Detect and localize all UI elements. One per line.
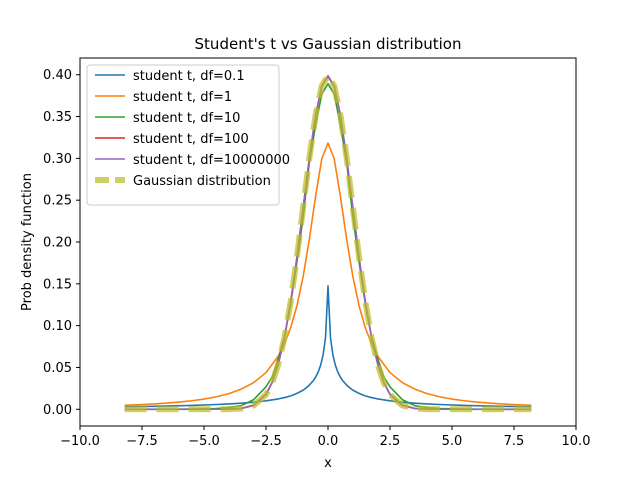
x-tick-label: 0.0: [318, 434, 339, 449]
legend-label: student t, df=10000000: [133, 153, 290, 168]
plot-frame: [79, 57, 577, 427]
chart-title: Student's t vs Gaussian distribution: [195, 35, 462, 53]
y-tick-label: 0.40: [43, 68, 72, 83]
series-line-0: [124, 284, 532, 408]
x-tick-label: 7.5: [504, 434, 525, 449]
series-line-5: [124, 72, 532, 413]
x-tick-label: 2.5: [380, 434, 401, 449]
y-tick-label: 0.30: [43, 152, 72, 167]
legend-label: student t, df=0.1: [133, 69, 245, 84]
legend-label: student t, df=1: [133, 90, 232, 105]
y-tick-label: 0.05: [43, 361, 72, 376]
x-tick-label: −5.0: [188, 434, 220, 449]
x-tick-label: −2.5: [250, 434, 282, 449]
y-tick-label: 0.25: [43, 194, 72, 209]
y-tick-label: 0.10: [43, 319, 72, 334]
x-tick-label: 10.0: [562, 434, 591, 449]
y-tick-label: 0.15: [43, 277, 72, 292]
legend-box: [86, 64, 280, 206]
series-layer: [124, 72, 532, 413]
legend-label: student t, df=100: [133, 132, 249, 147]
series-line-1: [124, 142, 532, 407]
y-axis-label: Prob density function: [20, 173, 35, 311]
ticks-layer: −10.0 −7.5 −5.0 −2.5 0.0 2.5 5.0 7.5 10.0 0.00 0.0…: [43, 68, 590, 449]
x-tick-label: −7.5: [126, 434, 158, 449]
y-tick-label: 0.35: [43, 110, 72, 125]
x-tick-label: 5.0: [442, 434, 463, 449]
legend-label: Gaussian distribution: [133, 174, 271, 189]
x-tick-label: −10.0: [60, 434, 100, 449]
legend: student t, df=0.1 student t, df=1 student …: [86, 64, 290, 206]
y-tick-label: 0.00: [43, 403, 72, 418]
y-tick-label: 0.20: [43, 236, 72, 251]
legend-label: student t, df=10: [133, 111, 240, 126]
x-axis-label: x: [324, 456, 332, 471]
